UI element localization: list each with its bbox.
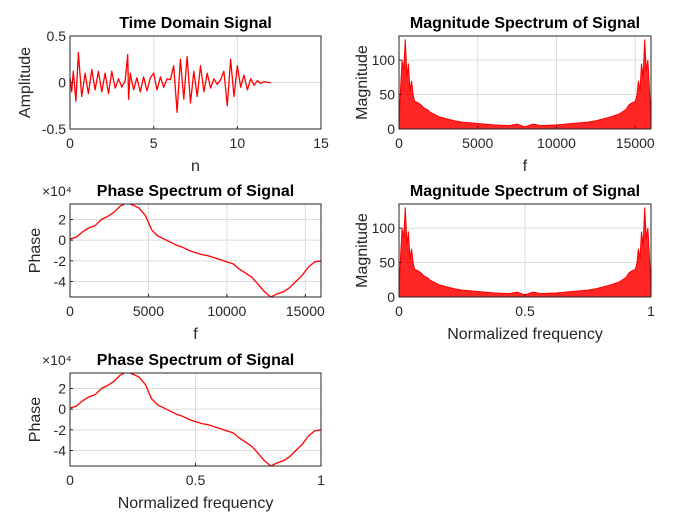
x-tick-label: 0 xyxy=(66,472,74,488)
x-tick-label: 15000 xyxy=(616,135,655,151)
y-axis-label: Magnitude xyxy=(354,213,371,288)
y-tick-label: 50 xyxy=(379,87,395,103)
plot-area xyxy=(399,36,651,129)
chart-title: Phase Spectrum of Signal xyxy=(97,183,294,200)
chart-title: Time Domain Signal xyxy=(119,15,272,32)
x-axis-label: f xyxy=(523,158,528,175)
chart-panel-4: 0 0.5 1 0 50 100 Magnitude Spectrum of Signal N… xyxy=(354,183,655,343)
y-axis-label: Amplitude xyxy=(17,47,34,118)
x-tick-label: 5 xyxy=(150,135,158,151)
y-tick-label: -4 xyxy=(54,274,67,290)
y-tick-label: -2 xyxy=(54,253,67,269)
chart-panel-3: 0 5000 10000 15000 -4 -2 0 2 ×10⁴ Phase Spectrum … xyxy=(27,183,325,343)
y-tick-label: 0 xyxy=(387,289,395,305)
x-tick-label: 0 xyxy=(395,135,403,151)
axes-box xyxy=(69,203,322,298)
y-exponent-label: ×10⁴ xyxy=(42,352,72,368)
x-tick-label: 5000 xyxy=(462,135,493,151)
chart-title: Magnitude Spectrum of Signal xyxy=(410,183,640,200)
y-exponent-label: ×10⁴ xyxy=(42,183,72,199)
chart-panel-2: 0 5000 10000 15000 0 50 100 Magnitude Spectrum … xyxy=(354,15,655,175)
y-tick-label: 0 xyxy=(387,121,395,137)
plot-area xyxy=(70,204,321,297)
y-tick-label: 2 xyxy=(58,212,66,228)
y-axis-label: Phase xyxy=(27,228,44,273)
chart-panel-5: 0 0.5 1 -4 -2 0 2 ×10⁴ Phase Spectrum of Signal N… xyxy=(27,352,325,512)
y-tick-label: 100 xyxy=(372,220,396,236)
x-tick-label: 10000 xyxy=(207,303,246,319)
y-axis-label: Magnitude xyxy=(354,45,371,120)
y-tick-label: 0 xyxy=(58,401,66,417)
x-tick-label: 10000 xyxy=(537,135,576,151)
x-tick-label: 0 xyxy=(395,303,403,319)
y-tick-label: -0.5 xyxy=(42,121,66,137)
y-tick-label: 0 xyxy=(58,75,66,91)
series-line xyxy=(70,373,321,466)
y-tick-label: 50 xyxy=(379,255,395,271)
x-axis-label: n xyxy=(191,158,200,175)
x-tick-label: 10 xyxy=(230,135,246,151)
x-tick-label: 5000 xyxy=(133,303,164,319)
y-tick-label: 100 xyxy=(372,52,396,68)
y-tick-label: -4 xyxy=(54,443,67,459)
x-tick-label: 0.5 xyxy=(186,472,206,488)
y-tick-label: 2 xyxy=(58,381,66,397)
chart-title: Phase Spectrum of Signal xyxy=(97,352,294,369)
x-tick-label: 0 xyxy=(66,135,74,151)
series-line xyxy=(70,204,321,297)
x-axis-label: Normalized frequency xyxy=(447,326,603,343)
x-tick-label: 1 xyxy=(647,303,655,319)
y-tick-label: 0 xyxy=(58,232,66,248)
y-tick-label: -2 xyxy=(54,422,67,438)
x-axis-label: f xyxy=(193,326,198,343)
x-tick-label: 15000 xyxy=(286,303,325,319)
axes-box xyxy=(398,35,652,130)
x-tick-label: 15 xyxy=(313,135,329,151)
series-line xyxy=(70,52,271,113)
x-tick-label: 0 xyxy=(66,303,74,319)
y-tick-label: 0.5 xyxy=(47,28,67,44)
series-area xyxy=(399,39,651,129)
x-tick-label: 0.5 xyxy=(515,303,535,319)
chart-title: Magnitude Spectrum of Signal xyxy=(410,15,640,32)
y-axis-label: Phase xyxy=(27,397,44,442)
x-axis-label: Normalized frequency xyxy=(118,495,274,512)
x-tick-label: 1 xyxy=(317,472,325,488)
